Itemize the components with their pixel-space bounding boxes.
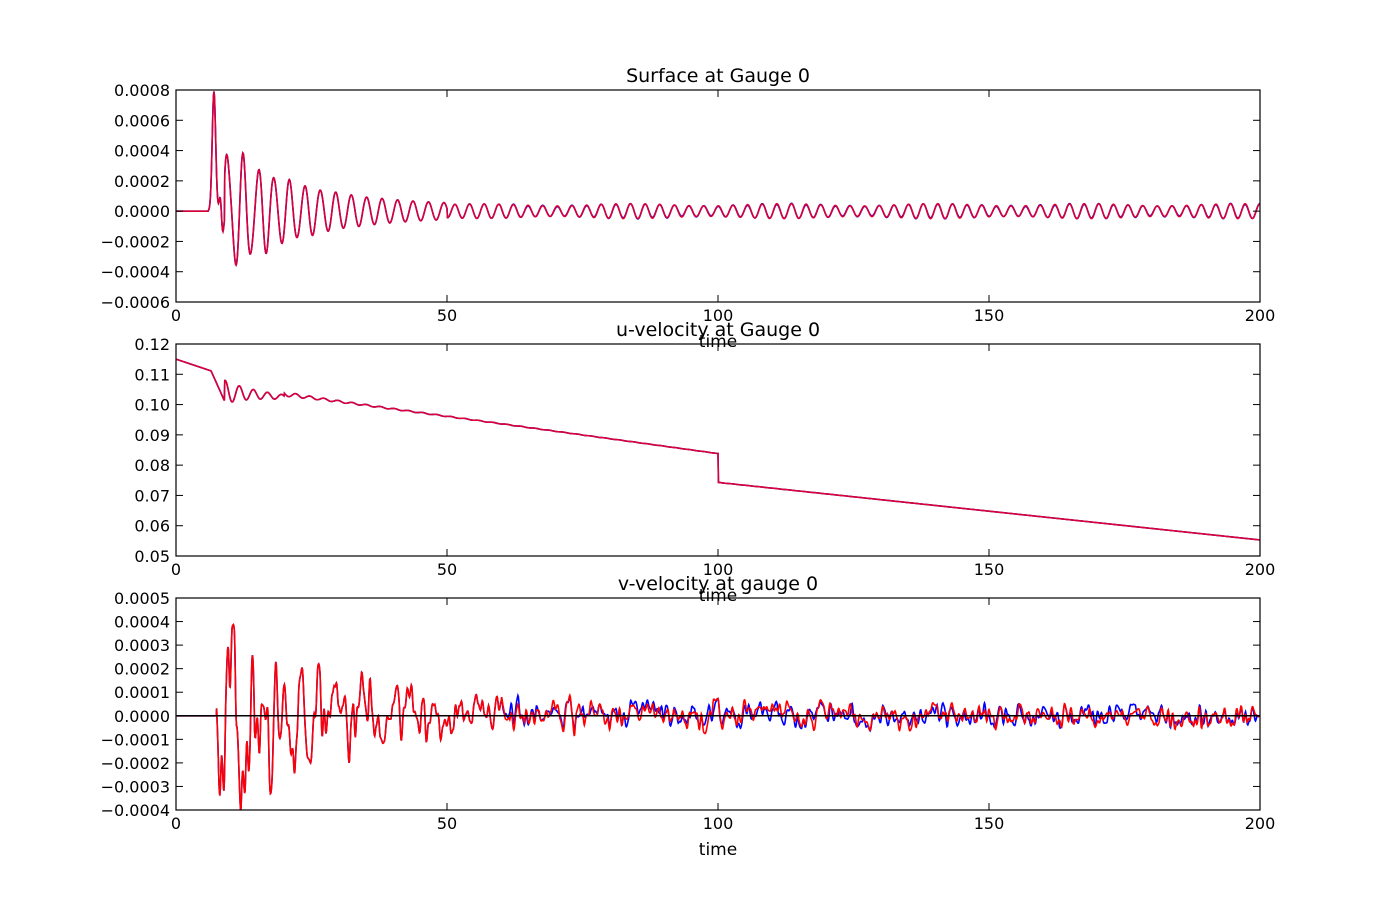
- x-tick-label: 100: [703, 306, 734, 325]
- series-line-1: [176, 623, 1260, 810]
- y-tick-label: 0.0005: [114, 589, 170, 608]
- x-tick-label: 0: [171, 560, 181, 579]
- series-line-0: [176, 623, 1260, 810]
- chart-title: v-velocity at gauge 0: [618, 573, 818, 595]
- x-axis-label: time: [699, 840, 737, 860]
- y-tick-label: 0.0008: [114, 81, 170, 100]
- v-velocity-panel: 0 50 100 150 200 −0.0004 −0.0003 −0.0002 −0.0001…: [101, 573, 1276, 860]
- plot-frame: [175, 343, 1261, 557]
- x-tick-label: 150: [974, 560, 1005, 579]
- y-tick-label: 0.10: [134, 396, 170, 415]
- y-tick-label: 0.0002: [114, 660, 170, 679]
- chart-title: Surface at Gauge 0: [626, 65, 810, 87]
- y-tick-label: −0.0006: [101, 293, 170, 312]
- y-tick-label: 0.07: [134, 486, 170, 505]
- y-tick-label: 0.0004: [114, 613, 170, 632]
- y-tick-label: 0.06: [134, 517, 170, 536]
- y-tick-label: 0.0004: [114, 142, 170, 161]
- x-tick-label: 200: [1245, 814, 1276, 833]
- x-axis-label: time: [699, 586, 737, 606]
- x-tick-label: 50: [437, 560, 457, 579]
- y-tick-label: −0.0002: [101, 232, 170, 251]
- y-tick-label: 0.0003: [114, 636, 170, 655]
- y-tick-label: 0.0002: [114, 172, 170, 191]
- surface-panel: 0 50 100 150 200 −0.0006 −0.0004 −0.0002 0.0000 0…: [101, 65, 1276, 352]
- y-tick-label: −0.0004: [101, 263, 170, 282]
- x-tick-label: 200: [1245, 306, 1276, 325]
- x-axis-label: time: [699, 332, 737, 352]
- series-line-1: [176, 91, 1260, 267]
- y-tick-label: −0.0001: [101, 730, 170, 749]
- x-tick-label: 0: [171, 814, 181, 833]
- plot-frame: [175, 89, 1261, 303]
- x-tick-label: 150: [974, 814, 1005, 833]
- y-tick-label: 0.12: [134, 335, 170, 354]
- y-tick-label: −0.0002: [101, 754, 170, 773]
- y-tick-label: 0.0000: [114, 202, 170, 221]
- y-tick-label: 0.05: [134, 547, 170, 566]
- series-line-0: [176, 91, 1260, 267]
- series-line-1: [176, 358, 1260, 541]
- x-tick-label: 150: [974, 306, 1005, 325]
- y-tick-label: −0.0003: [101, 777, 170, 796]
- x-tick-label: 100: [703, 814, 734, 833]
- x-tick-label: 200: [1245, 560, 1276, 579]
- chart-title: u-velocity at Gauge 0: [616, 319, 820, 341]
- y-tick-label: 0.0000: [114, 707, 170, 726]
- x-tick-label: 50: [437, 306, 457, 325]
- y-tick-label: 0.09: [134, 426, 170, 445]
- x-tick-label: 0: [171, 306, 181, 325]
- y-tick-label: −0.0004: [101, 801, 170, 820]
- x-tick-label: 100: [703, 560, 734, 579]
- y-tick-label: 0.0001: [114, 683, 170, 702]
- u-velocity-panel: 0 50 100 150 200 0.05 0.06 0.07 0.08 0.09 0.10 0.11…: [134, 319, 1275, 606]
- y-tick-label: 0.0006: [114, 111, 170, 130]
- series-line-0: [176, 358, 1260, 541]
- y-tick-label: 0.08: [134, 456, 170, 475]
- y-tick-label: 0.11: [134, 365, 170, 384]
- x-tick-label: 50: [437, 814, 457, 833]
